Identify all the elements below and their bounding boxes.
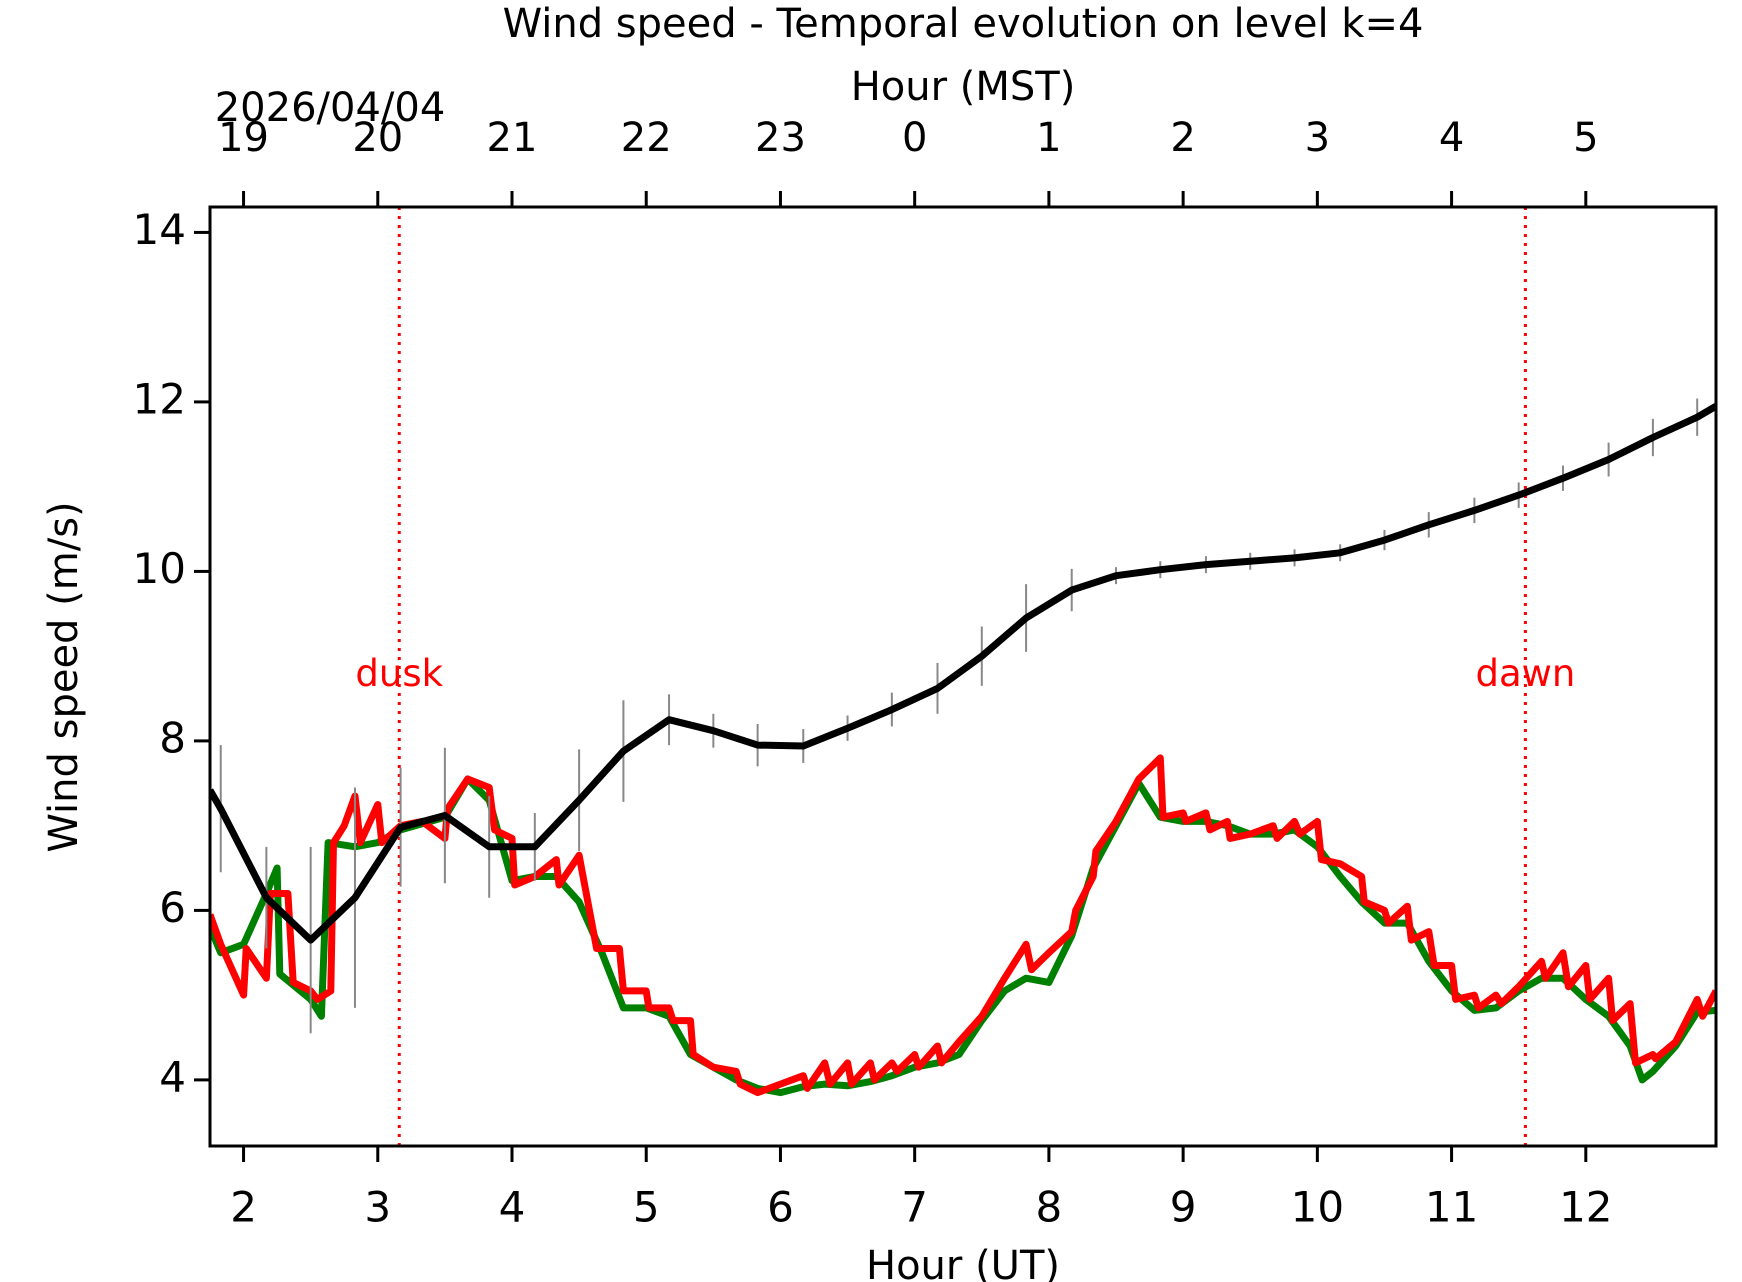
x-tick-label: 7 xyxy=(901,1183,928,1232)
x2-tick-label: 22 xyxy=(621,115,672,161)
y-tick-label: 6 xyxy=(159,883,186,932)
x-tick-label: 8 xyxy=(1036,1183,1063,1232)
x2-tick-label: 21 xyxy=(487,115,538,161)
x2-tick-label: 5 xyxy=(1573,115,1598,161)
x-tick-label: 3 xyxy=(364,1183,391,1232)
x-tick-label: 5 xyxy=(633,1183,660,1232)
y-tick-label: 14 xyxy=(133,205,186,254)
chart-title: Wind speed - Temporal evolution on level… xyxy=(503,1,1424,47)
date-label: 2026/04/04 xyxy=(215,85,446,131)
x2-tick-label: 0 xyxy=(902,115,927,161)
y-tick-label: 8 xyxy=(159,713,186,762)
x-tick-label: 10 xyxy=(1291,1183,1344,1232)
x-axis-label: Hour (UT) xyxy=(866,1243,1060,1282)
annotation-text: dusk xyxy=(355,652,443,695)
x2-tick-label: 19 xyxy=(218,115,269,161)
x2-tick-label: 4 xyxy=(1439,115,1464,161)
top-axis-label: Hour (MST) xyxy=(851,64,1076,110)
y-axis-label: Wind speed (m/s) xyxy=(41,501,87,852)
y-tick-label: 4 xyxy=(159,1052,186,1101)
x2-tick-label: 3 xyxy=(1305,115,1330,161)
x-tick-label: 9 xyxy=(1170,1183,1197,1232)
y-tick-label: 10 xyxy=(133,544,186,593)
x-tick-label: 2 xyxy=(230,1183,257,1232)
x-tick-label: 4 xyxy=(499,1183,526,1232)
x-tick-label: 12 xyxy=(1559,1183,1612,1232)
x-tick-label: 6 xyxy=(767,1183,794,1232)
x2-tick-label: 20 xyxy=(352,115,403,161)
series-line xyxy=(210,403,1716,944)
plot-frame xyxy=(208,205,1718,1148)
x2-tick-label: 23 xyxy=(755,115,806,161)
x2-tick-label: 2 xyxy=(1170,115,1195,161)
annotation-text: dawn xyxy=(1475,652,1575,695)
x-tick-label: 11 xyxy=(1425,1183,1478,1232)
y-tick-label: 12 xyxy=(133,374,186,423)
x2-tick-label: 1 xyxy=(1036,115,1061,161)
